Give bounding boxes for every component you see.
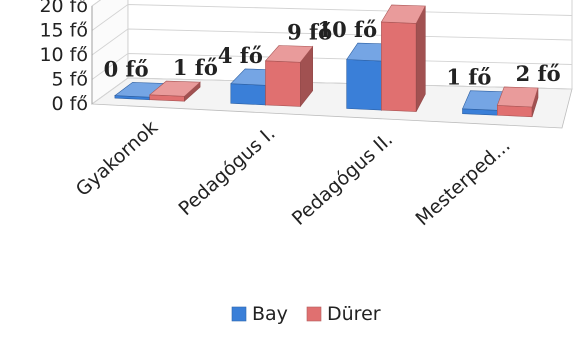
data-label: 2 fő [516,61,561,86]
bar-top [148,80,201,97]
category-label: Pedagógus I. [175,122,280,220]
y-tick-label: 10 fő [39,44,88,66]
legend-swatch [231,306,247,322]
data-label: 9 fő [287,19,332,44]
data-label: 10 fő [318,17,378,42]
legend-label: Bay [252,303,288,325]
bar [264,45,314,108]
bar-front [346,59,382,111]
bar-side [415,5,426,112]
bar [380,4,426,112]
chart-bars [114,4,539,118]
bar-front [381,21,417,112]
x-axis-categories: Gyakornok Pedagógus I. Pedagógus II. Mester… [72,116,515,230]
y-tick-label: 20 fő [39,0,88,17]
y-tick-label: 15 fő [39,20,88,42]
legend: Bay Dürer [231,303,381,325]
legend-swatch [306,306,322,322]
category-label: Mesterped... [412,134,515,230]
chart-walls [90,0,573,129]
category-label: Gyakornok [72,116,162,200]
bar [496,86,539,118]
legend-label: Dürer [327,303,381,325]
bar [148,80,201,102]
y-tick-label: 0 fő [52,93,88,115]
data-label: 4 fő [218,43,263,68]
bar-front [265,60,301,107]
category-label: Pedagógus II. [288,128,397,229]
data-label: 18 fő [401,0,461,4]
bar-top [496,86,539,108]
bar-front [496,105,533,118]
bar-top [380,4,426,24]
data-label: 0 fő [104,56,149,81]
y-tick-label: 5 fő [52,69,88,91]
bar-front [230,83,266,106]
data-label: 1 fő [446,65,491,90]
bar-top [264,45,314,63]
data-label: 1 fő [173,55,218,80]
